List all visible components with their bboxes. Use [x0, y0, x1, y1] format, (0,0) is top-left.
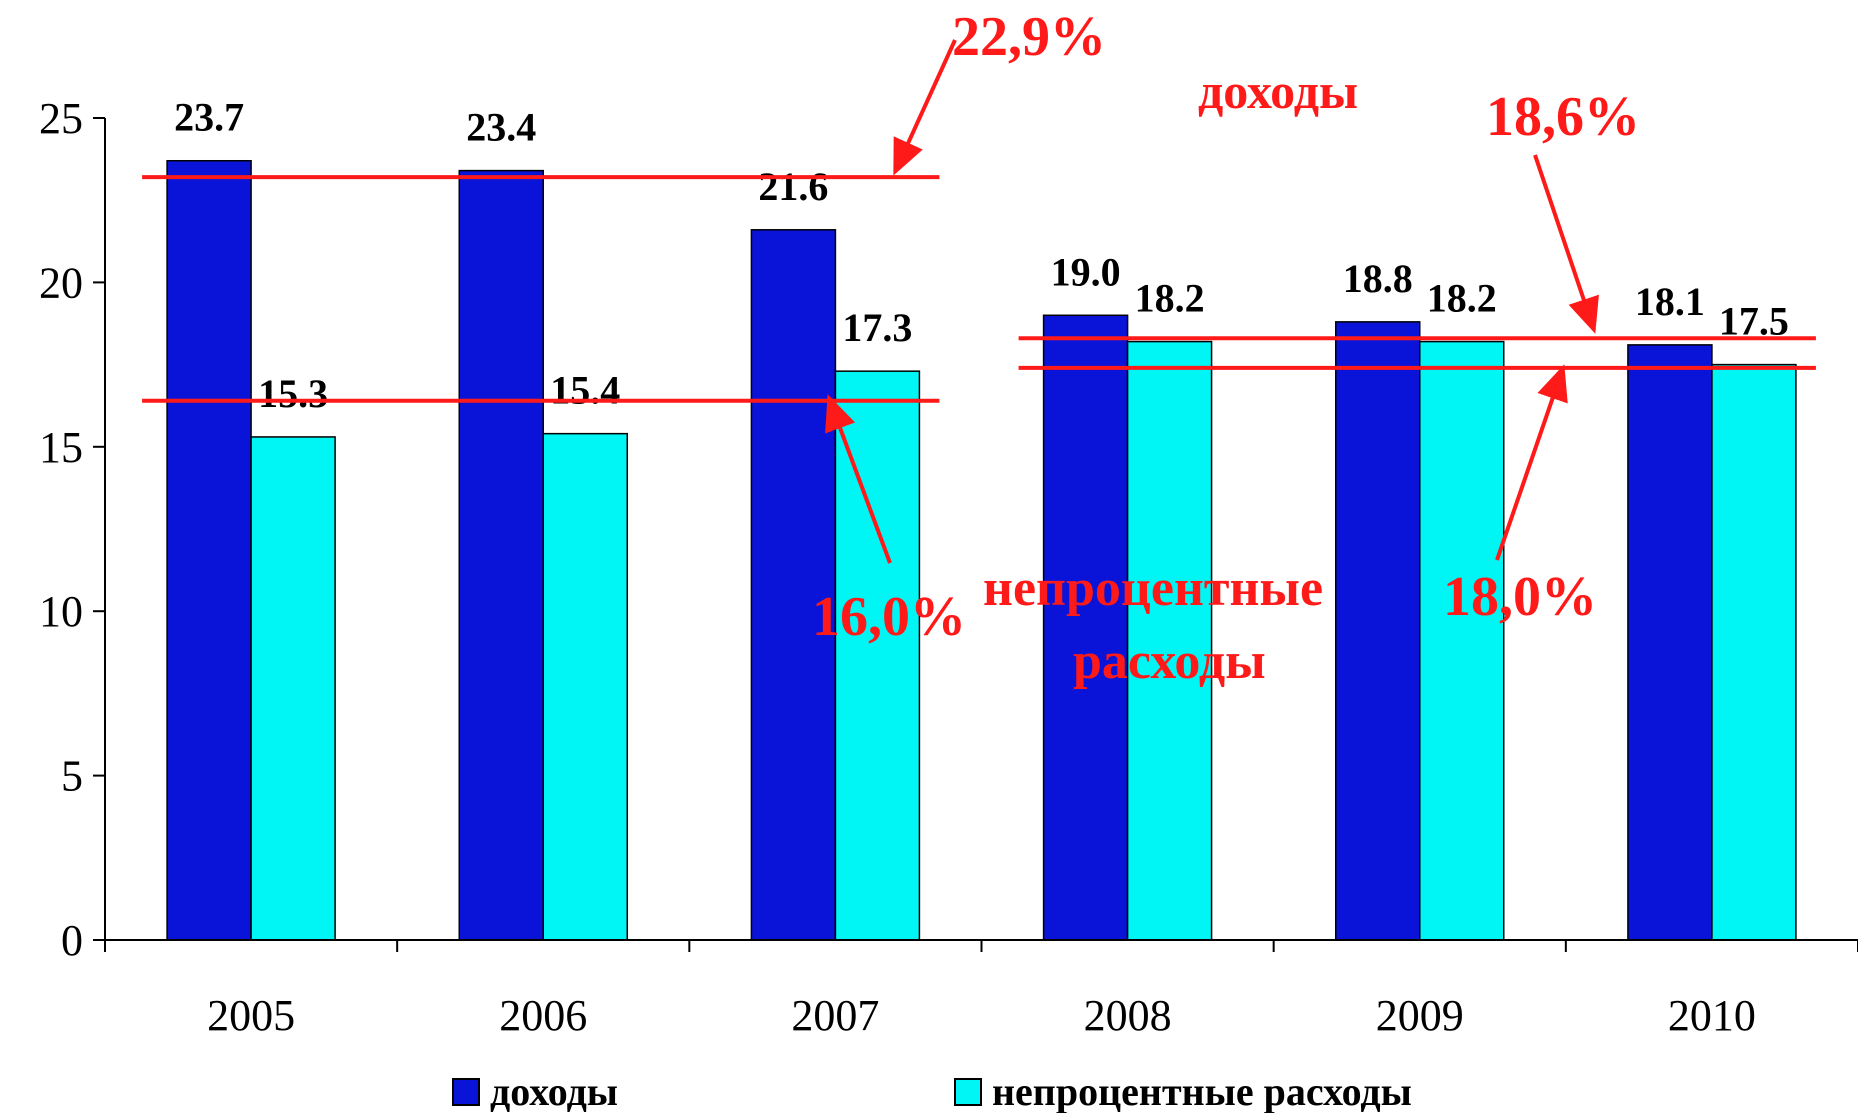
- data-label-expenses: 15.4: [550, 368, 620, 413]
- bar-income: [458, 169, 544, 941]
- bar-expenses: [1126, 340, 1213, 941]
- bar-expenses: [250, 436, 336, 941]
- data-label-income: 23.7: [174, 95, 244, 140]
- bar-expenses: [1711, 363, 1797, 941]
- bar-income: [1042, 314, 1129, 941]
- data-label-income: 18.8: [1343, 256, 1413, 301]
- bar-expenses: [1419, 340, 1505, 941]
- legend-swatch-income: [452, 1078, 480, 1106]
- data-label-income: 19.0: [1051, 249, 1121, 294]
- annotation-pct-expenses-2005-2007: 16,0%: [812, 586, 966, 648]
- annotation-expenses-label-line2: расходы: [1073, 633, 1266, 690]
- annotation-pct-expenses-2008-2010: 18,0%: [1443, 566, 1597, 628]
- annotation-pct-income-2008-2010: 18,6%: [1486, 86, 1640, 148]
- data-label-income: 21.6: [758, 164, 828, 209]
- x-tick-label: 2009: [1376, 991, 1464, 1040]
- x-tick-label: 2007: [791, 991, 879, 1040]
- x-tick-label: 2010: [1668, 991, 1756, 1040]
- legend-label-income: доходы: [490, 1069, 618, 1113]
- bar-income: [1627, 344, 1713, 941]
- data-label-income: 18.1: [1635, 279, 1705, 324]
- y-tick-label: 10: [39, 587, 83, 636]
- annotation-income-label: доходы: [1198, 63, 1358, 119]
- legend-swatch-expenses: [954, 1078, 982, 1106]
- data-label-expenses: 18.2: [1135, 276, 1205, 321]
- bar-income: [1335, 321, 1421, 941]
- x-tick-label: 2005: [207, 991, 295, 1040]
- arrow-annotation: [893, 39, 957, 176]
- y-tick-label: 5: [61, 752, 83, 801]
- y-tick-label: 25: [39, 94, 83, 143]
- arrow-annotation: [1533, 154, 1599, 334]
- y-tick-label: 0: [61, 916, 83, 965]
- bar-income: [166, 159, 252, 941]
- bar-expenses: [834, 370, 921, 941]
- arrow-annotation: [825, 394, 892, 564]
- y-tick-label: 15: [39, 423, 83, 472]
- arrow-annotation: [1495, 364, 1568, 561]
- legend-label-expenses: непроцентные расходы: [992, 1069, 1412, 1113]
- data-label-expenses: 18.2: [1427, 276, 1497, 321]
- bar-expenses: [542, 432, 628, 941]
- data-label-expenses: 15.3: [258, 371, 328, 416]
- data-label-expenses: 17.3: [842, 305, 912, 350]
- data-label-income: 23.4: [466, 105, 536, 150]
- y-tick-label: 20: [39, 258, 83, 307]
- annotation-pct-income-2005-2007: 22,9%: [952, 6, 1106, 68]
- bar-income: [750, 229, 837, 941]
- x-tick-label: 2008: [1084, 991, 1172, 1040]
- data-label-expenses: 17.5: [1719, 299, 1789, 344]
- x-tick-label: 2006: [499, 991, 587, 1040]
- annotation-expenses-label-line1: непроцентные: [983, 560, 1323, 617]
